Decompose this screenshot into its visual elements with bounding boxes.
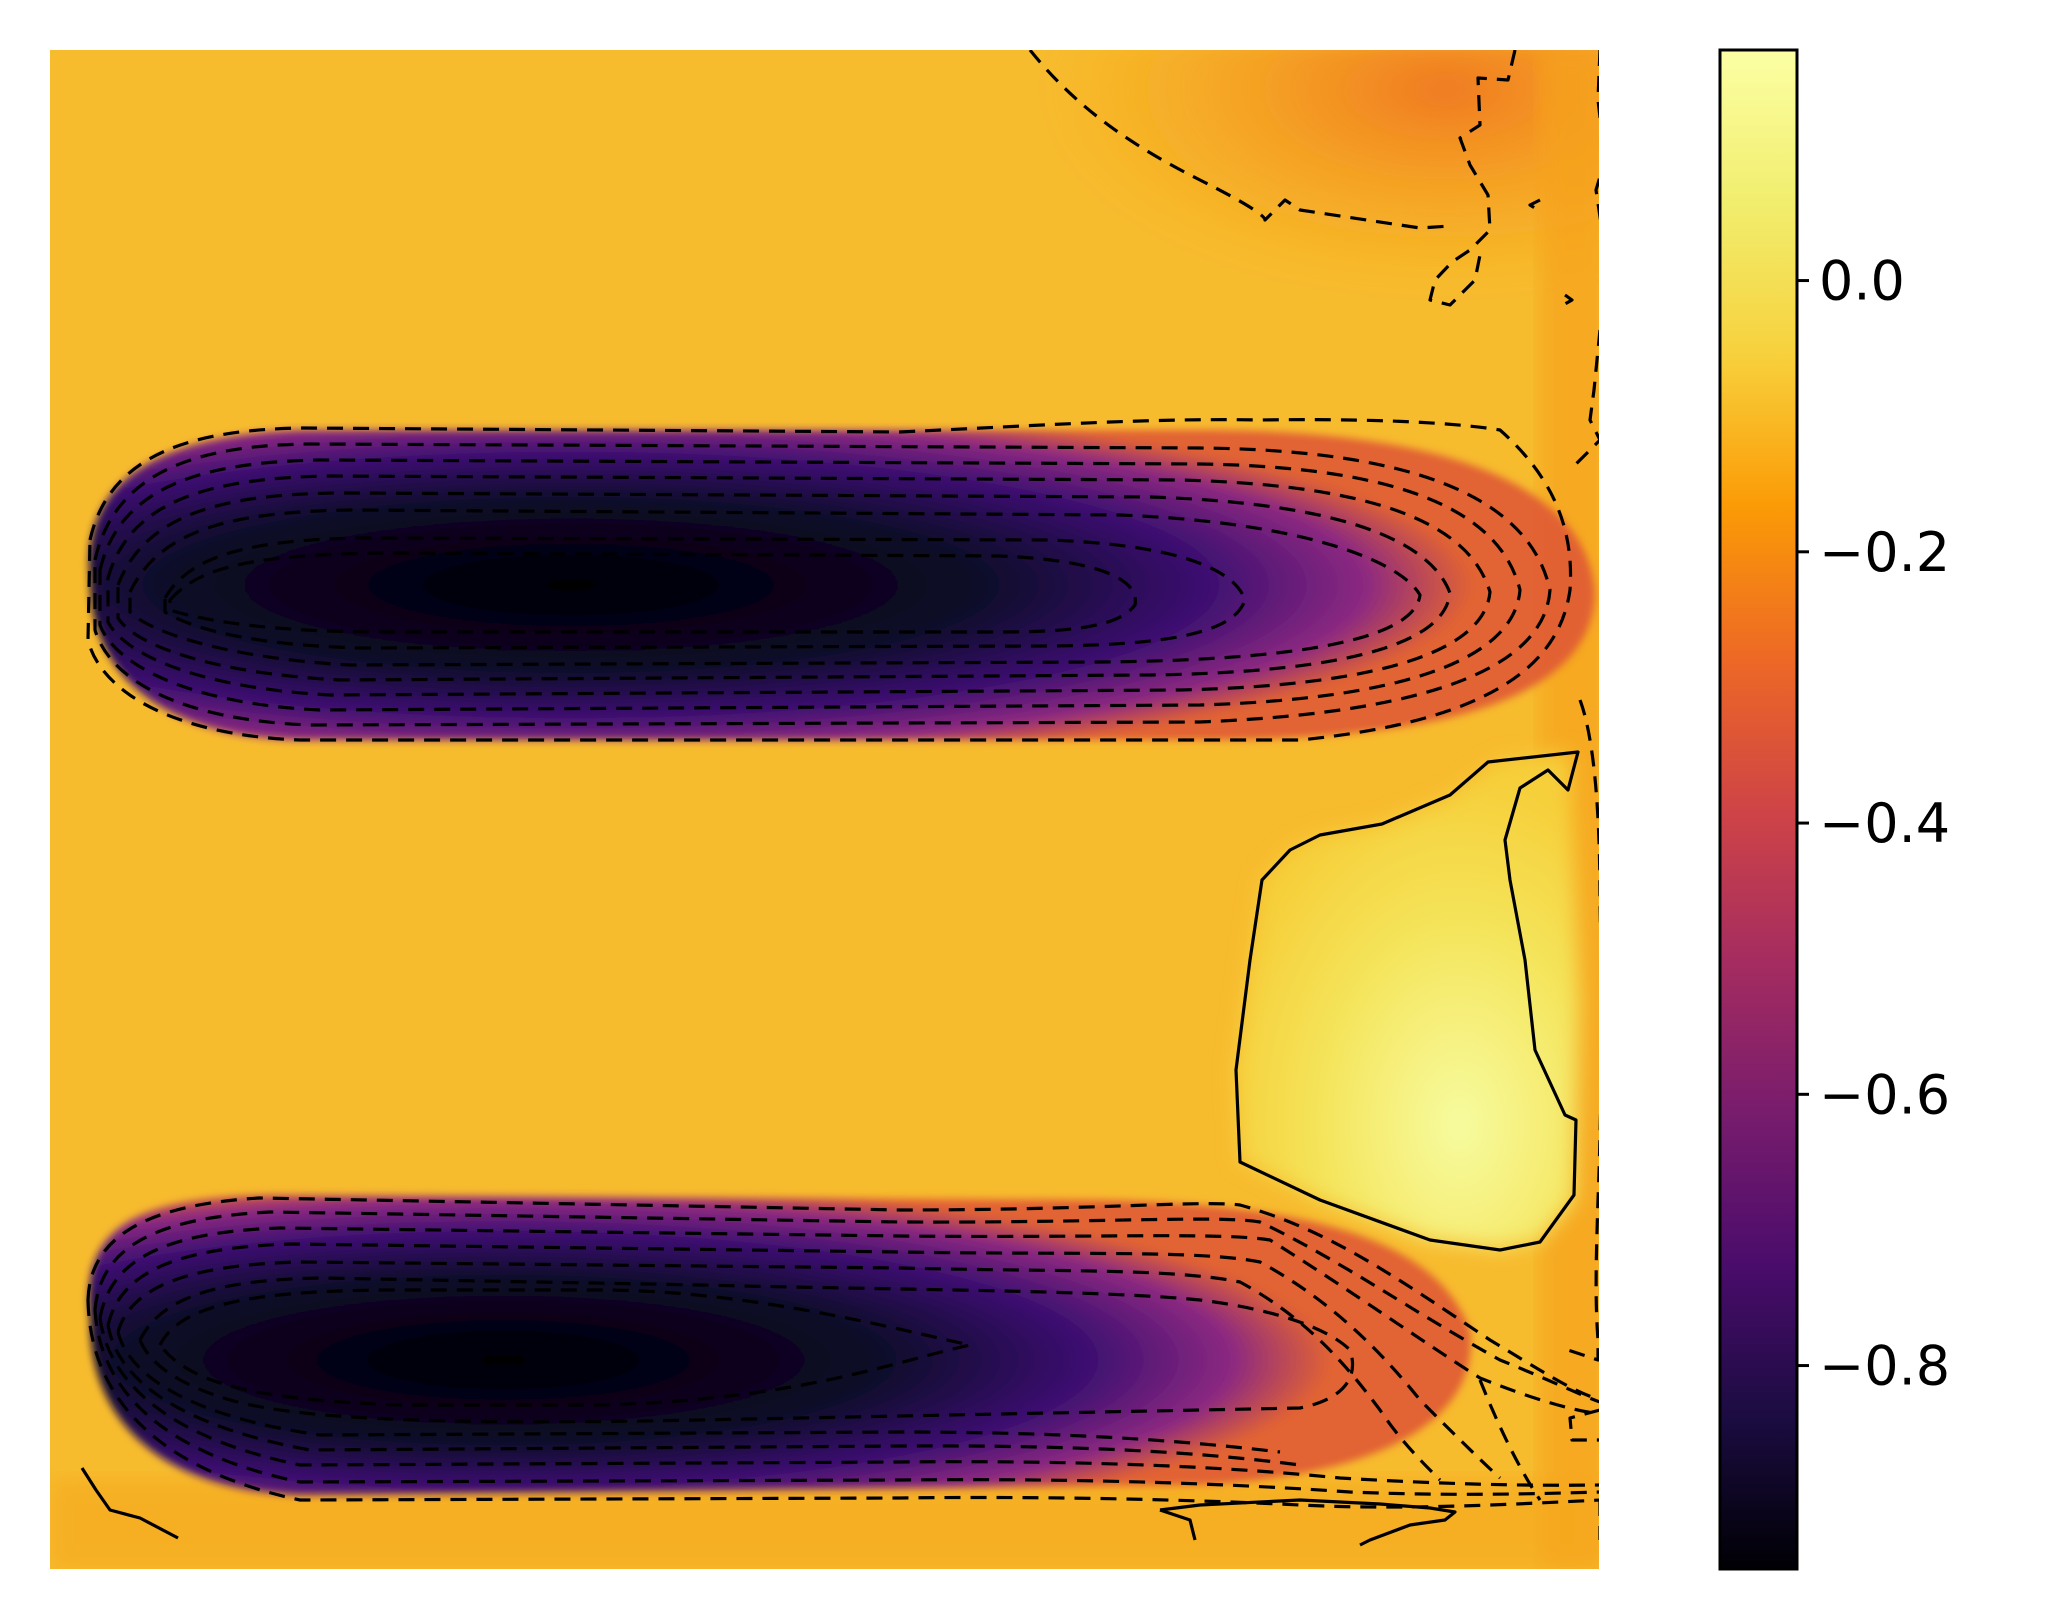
colorbar-tick-label: −0.6 [1819, 1063, 1950, 1126]
contour-upper-8 [168, 551, 1137, 634]
contour-lower-2 [93, 1210, 1599, 1404]
colorbar-tick-label: −0.2 [1819, 521, 1950, 584]
contour-lower-4b [106, 1324, 1301, 1467]
contour-lower-1 [86, 1196, 1599, 1402]
colorbar-tick-label: −0.4 [1819, 792, 1950, 855]
heatmap-area [50, 50, 1599, 1569]
colorbar-tick-label: −0.8 [1819, 1335, 1950, 1398]
contour-upper-3 [98, 458, 1522, 712]
negative-band-upper [89, 430, 1595, 740]
contour-positive-bottom-right [1159, 1498, 1457, 1547]
contour-upper-7 [163, 536, 1247, 650]
contour-lower-5b [116, 1331, 1281, 1454]
orange-region-top-right [950, 50, 1599, 370]
contour-lower-3 [98, 1226, 1599, 1416]
positive-contours [80, 750, 1580, 1547]
colorbar-gradient [1718, 48, 1799, 1571]
contour-top-right-3 [1594, 50, 1599, 221]
contour-lower-5 [116, 1260, 1442, 1482]
contour-right-2 [1567, 699, 1599, 1362]
contour-lower-2b [93, 1309, 1599, 1496]
contour-upper-2 [93, 442, 1552, 727]
contour-positive-patch [1234, 750, 1580, 1252]
contour-upper-4 [106, 474, 1492, 697]
contour-top-right-2 [1428, 50, 1517, 307]
contour-lower-4 [106, 1242, 1502, 1480]
positive-patch [1235, 752, 1580, 1248]
contour-right-3 [1568, 1408, 1599, 1442]
contour-lower-7 [158, 1288, 972, 1407]
contour-upper-6 [128, 508, 1422, 667]
contour-top-right-1 [1028, 50, 1451, 230]
contour-positive-bottom-left [80, 1467, 179, 1540]
negative-contours [86, 50, 1599, 1540]
contour-upper-1 [86, 418, 1573, 742]
contour-top-right-4 [1528, 198, 1574, 306]
contour-lower-6 [138, 1276, 1355, 1424]
contour-right-1 [1568, 329, 1599, 472]
contour-positive-bottom-right-2 [1159, 1508, 1197, 1541]
colorbar-ticks: 0.0 −0.2 −0.4 −0.6 −0.8 [1797, 250, 1950, 1398]
colorbar-tick-label: 0.0 [1819, 250, 1905, 313]
colorbar: 0.0 −0.2 −0.4 −0.6 −0.8 [1718, 48, 1950, 1571]
